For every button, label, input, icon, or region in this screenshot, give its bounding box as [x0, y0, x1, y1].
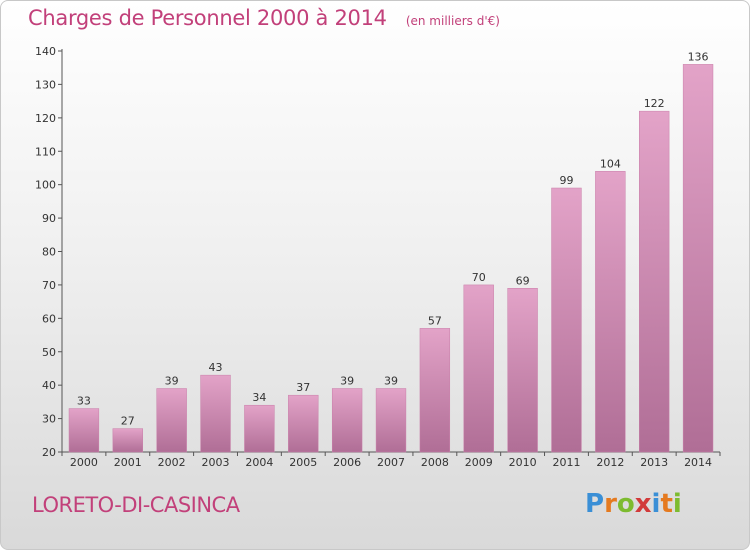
- bar: [682, 64, 714, 453]
- logo-letter: r: [604, 489, 617, 519]
- x-tick-label: 2000: [70, 456, 98, 469]
- bar-value-label: 27: [121, 415, 135, 428]
- y-tick-label: 130: [35, 78, 56, 91]
- bar: [331, 388, 363, 453]
- bar-value-label: 136: [688, 50, 709, 63]
- chart-title: Charges de Personnel 2000 à 2014: [28, 6, 387, 30]
- y-tick-label: 120: [35, 112, 56, 125]
- y-tick-label: 70: [42, 279, 56, 292]
- chart-subtitle: (en milliers d'€): [405, 14, 500, 28]
- x-tick-label: 2012: [596, 456, 624, 469]
- y-tick-label: 110: [35, 145, 56, 158]
- bar: [639, 110, 670, 453]
- logo-letter: i: [672, 489, 682, 519]
- x-tick-label: 2009: [465, 456, 493, 469]
- bar: [419, 328, 451, 453]
- bar: [156, 388, 187, 453]
- x-tick-label: 2011: [552, 456, 580, 469]
- x-tick-label: 2006: [333, 456, 361, 469]
- y-tick-label: 140: [35, 45, 56, 58]
- x-tick-label: 2002: [158, 456, 186, 469]
- bar: [288, 394, 319, 453]
- bar: [463, 284, 494, 453]
- x-tick-label: 2008: [421, 456, 449, 469]
- place-label: LORETO-DI-CASINCA: [32, 493, 240, 517]
- y-tick-label: 80: [42, 246, 56, 259]
- x-tick-label: 2004: [245, 456, 273, 469]
- proxiti-logo: Proxiti: [585, 489, 682, 519]
- y-tick-label: 50: [42, 346, 56, 359]
- y-tick-label: 20: [42, 446, 56, 459]
- logo-letter: x: [634, 489, 652, 519]
- bar: [244, 404, 275, 453]
- y-tick-label: 40: [42, 379, 56, 392]
- bar: [375, 388, 407, 453]
- bar-value-label: 39: [384, 375, 398, 388]
- x-tick-label: 2001: [114, 456, 142, 469]
- y-tick-label: 100: [35, 179, 56, 192]
- bar: [595, 171, 626, 453]
- logo-letter: i: [651, 489, 661, 519]
- bar-value-label: 37: [296, 381, 310, 394]
- x-tick-label: 2005: [289, 456, 317, 469]
- logo-letter: t: [660, 489, 673, 519]
- bar-value-label: 33: [77, 395, 91, 408]
- bar: [507, 288, 538, 453]
- x-tick-label: 2003: [202, 456, 230, 469]
- bar-value-label: 39: [165, 375, 179, 388]
- x-tick-label: 2013: [640, 456, 668, 469]
- bar-value-label: 39: [340, 375, 354, 388]
- y-tick-label: 30: [42, 413, 56, 426]
- bar-value-label: 57: [428, 314, 442, 327]
- chart-title-block: Charges de Personnel 2000 à 2014 (en mil…: [28, 6, 500, 30]
- logo-letter: P: [585, 489, 605, 519]
- bar-value-label: 122: [644, 97, 665, 110]
- bar-value-label: 99: [559, 174, 573, 187]
- y-tick-label: 90: [42, 212, 56, 225]
- bar: [68, 408, 100, 453]
- bar-value-label: 69: [516, 274, 530, 287]
- bar: [112, 428, 143, 453]
- x-tick-label: 2010: [509, 456, 537, 469]
- bar: [551, 187, 582, 453]
- bar-value-label: 104: [600, 157, 621, 170]
- y-tick-label: 60: [42, 312, 56, 325]
- bar: [200, 374, 231, 453]
- bar-value-label: 34: [252, 391, 266, 404]
- bar-value-label: 43: [209, 361, 223, 374]
- bar-value-label: 70: [472, 271, 486, 284]
- logo-letter: o: [616, 489, 635, 519]
- x-tick-label: 2014: [684, 456, 712, 469]
- x-tick-label: 2007: [377, 456, 405, 469]
